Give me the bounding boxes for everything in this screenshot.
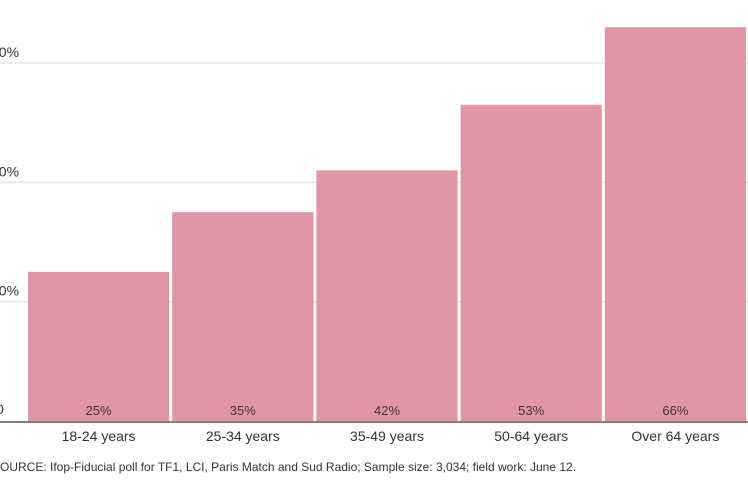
bar [172,212,314,421]
category-labels: 18-24 years 25-34 years 35-49 years 50-64 y… [62,428,720,444]
x-category-label: Over 64 years [631,428,719,444]
bar [316,170,458,421]
bar-value-label: 53% [518,403,544,418]
bar [460,104,602,422]
y-tick-label: 0 [0,401,4,417]
source-note: SOURCE: Ifop-Fiducial poll for TF1, LCI,… [0,460,577,474]
bar-value-label: 66% [662,403,688,418]
bar-value-label: 35% [230,403,256,418]
x-category-label: 35-49 years [350,428,424,444]
y-axis-ticks: 0 20% 40% 60% [0,44,19,417]
x-category-label: 18-24 years [62,428,136,444]
bar [604,27,746,421]
x-category-label: 25-34 years [206,428,280,444]
y-tick-label: 60% [0,44,19,60]
y-tick-label: 20% [0,283,19,299]
bar-value-label: 25% [86,403,112,418]
y-tick-label: 40% [0,163,19,179]
value-labels: 25% 35% 42% 53% 66% [86,403,689,418]
bar [28,271,170,421]
bar-value-label: 42% [374,403,400,418]
bar-chart: 0 20% 40% 60% 25% 35% 42% 53% 66% 18-24 years 25… [0,27,748,444]
bars [28,27,746,422]
x-category-label: 50-64 years [494,428,568,444]
